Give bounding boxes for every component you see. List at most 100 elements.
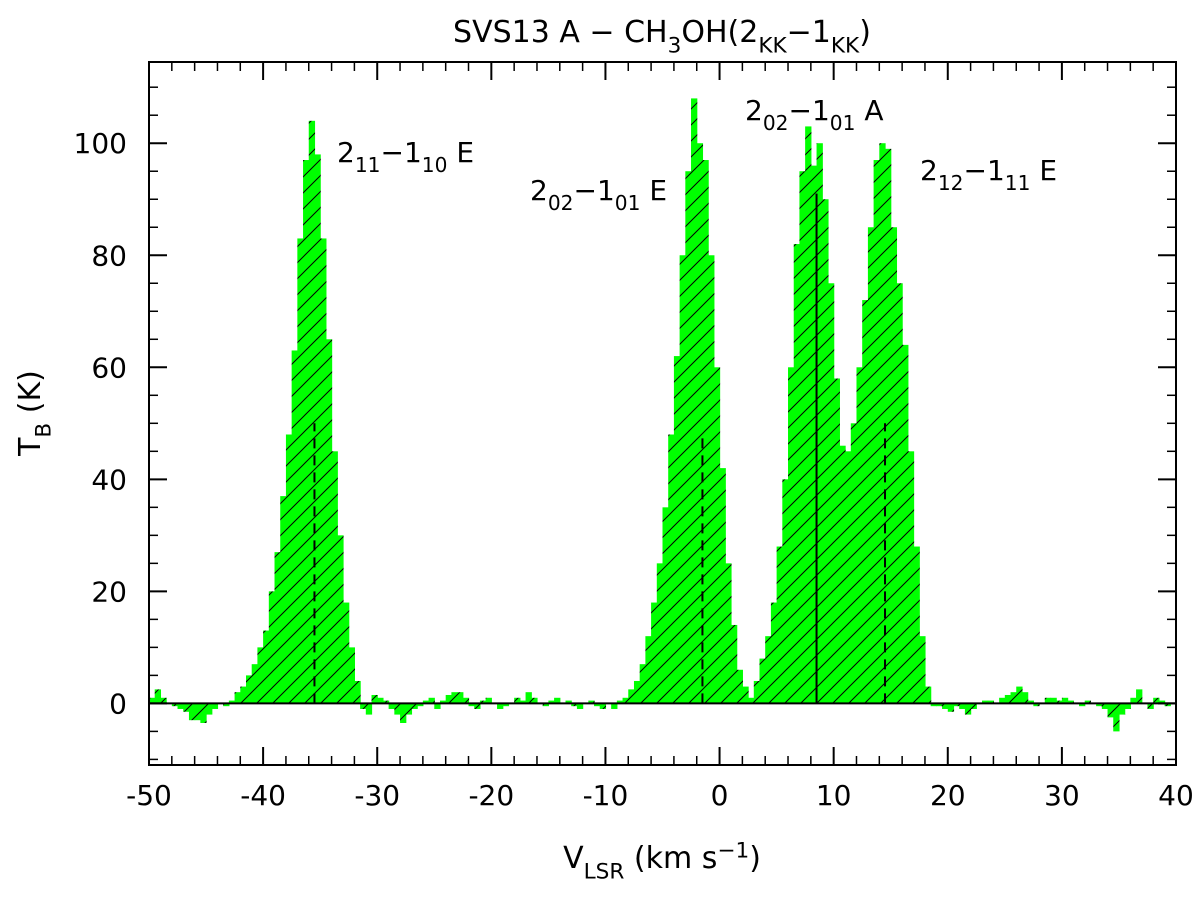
bar [999,697,1006,704]
bar [571,703,578,707]
bar [497,703,504,709]
x-axis-label: VLSR (km s−1) [563,839,761,885]
bar [719,468,726,704]
line-label-part: 02 [763,111,789,135]
y-tick-label: 100 [74,127,127,160]
bar [240,686,247,704]
line-label-part: 2 [920,154,938,187]
bar [308,120,316,704]
bar [662,507,669,704]
bar [656,563,664,704]
bar [457,692,464,704]
bar [902,344,909,704]
bar [930,703,937,707]
bar [1158,700,1166,704]
bar [291,350,298,704]
bar [303,160,310,704]
x-tick-label: 10 [816,779,852,812]
bar [1016,686,1023,704]
bar [188,703,196,721]
bar [736,669,743,704]
bar [822,199,829,704]
bar [645,636,652,704]
bar [816,143,823,704]
bar [1153,697,1160,704]
chart-title-part: KK [831,34,860,59]
bar [325,339,333,704]
bar [274,552,281,704]
bar [360,703,367,709]
bar [599,703,607,709]
bar [405,703,413,715]
bar [531,697,538,704]
bar [177,703,184,709]
line-label-part: E [1030,154,1057,187]
bar [354,680,361,704]
bar [228,700,236,704]
bar [576,703,584,709]
bar [639,664,646,704]
bar [1084,700,1092,704]
bar [1004,694,1012,704]
chart-title-part: KK [758,34,787,59]
bar [400,703,407,723]
bar [263,630,270,704]
x-tick-label: 0 [711,779,729,812]
bar [565,700,572,704]
bar [342,602,350,704]
bar [422,700,430,704]
bar [154,689,162,704]
bar [1056,700,1063,704]
bar [685,171,692,704]
y-tick-label: 60 [91,351,127,384]
bar [616,700,624,704]
x-axis-label-part: ) [749,841,761,876]
bar [982,700,989,704]
line-label-part: A [855,94,883,127]
bar [679,255,686,704]
bar [1044,697,1052,704]
bar [753,680,761,704]
bar [799,171,806,704]
plot-area [149,98,1171,732]
bar [1130,697,1137,704]
bar [194,703,201,721]
bar [725,563,732,704]
bar [445,694,452,704]
y-axis-label-part: (K) [13,370,48,423]
bar [748,697,755,704]
bar [348,647,355,704]
bar [782,479,789,704]
bar [514,697,521,704]
bar [651,602,658,704]
bar [234,692,241,704]
bar [633,680,641,704]
bar [942,703,949,709]
line-label: 202−101 E [530,174,667,215]
line-label-part: 2 [337,136,355,169]
bar [827,283,835,704]
bar [525,692,532,704]
bar [297,238,304,704]
bar [365,703,373,715]
line-label-part: 01 [615,191,641,215]
bar [337,535,344,704]
bar [713,367,721,704]
bar [696,143,704,704]
bar [434,703,441,709]
bar [924,686,932,704]
x-tick-label: 20 [930,779,966,812]
bar [913,546,920,704]
line-label-part: 11 [1005,171,1031,195]
chart-title-part: OH(2 [681,15,758,50]
bar [588,700,595,704]
bar [245,675,253,704]
x-tick-label: -40 [240,779,286,812]
x-tick-label: 30 [1044,779,1080,812]
bar [1079,703,1086,707]
bar [388,703,395,709]
bar [987,700,995,704]
line-label-part: 11 [355,153,381,177]
bar [1027,700,1034,704]
bar [1118,703,1126,715]
